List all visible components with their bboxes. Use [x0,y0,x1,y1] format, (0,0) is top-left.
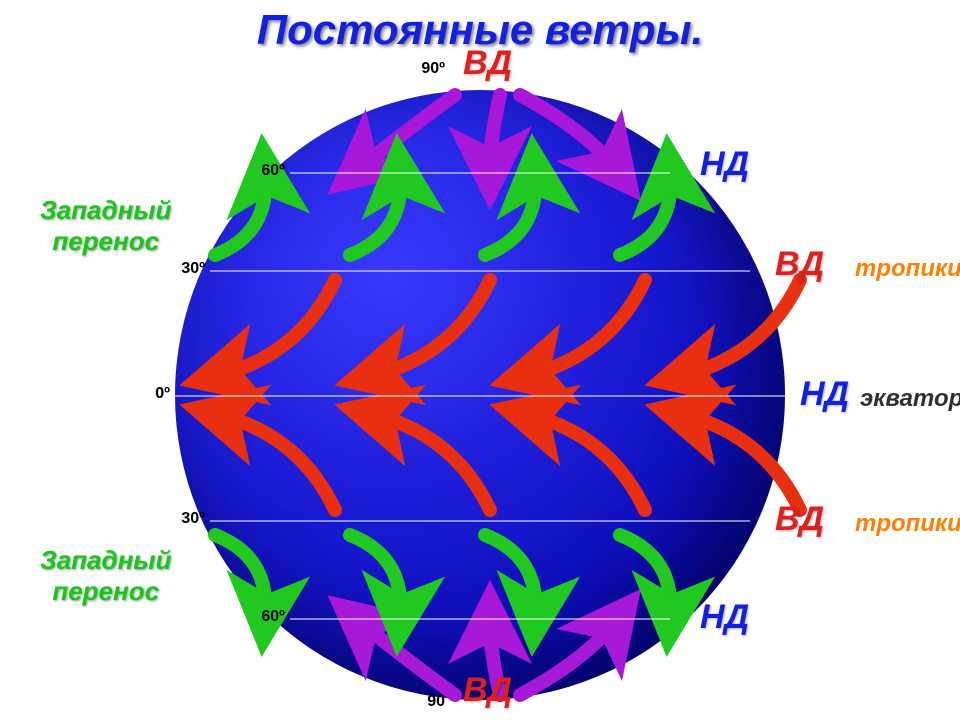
westerlies-line2: перенос [52,576,159,606]
pressure-label: ВД [775,500,824,539]
westerlies-line1: Западный [40,195,171,225]
westerlies-line2: перенос [52,226,159,256]
pressure-label: НД [800,375,849,414]
pressure-label: ВД [463,671,512,710]
degree-label: 90 [405,693,445,711]
zone-label: тропики [855,255,960,283]
pressure-label: НД [700,145,749,184]
westerlies-line1: Западный [40,545,171,575]
latitude-line [290,618,670,620]
degree-label: 30º [165,510,205,528]
latitude-line [290,172,670,174]
latitude-line [210,270,750,272]
westerlies-label: Западныйперенос [40,545,171,607]
pressure-label: ВД [775,245,824,284]
latitude-line [210,520,750,522]
pressure-label: НД [700,598,749,637]
westerlies-label: Западныйперенос [40,195,171,257]
degree-label: 60º [245,162,285,180]
degree-label: 60º [245,608,285,626]
degree-label: 30º [165,260,205,278]
zone-label: экватор [860,385,960,413]
latitude-line [175,395,785,397]
pressure-label: ВД [463,44,512,83]
degree-label: 0º [130,385,170,403]
degree-label: 90º [405,60,445,78]
zone-label: тропики [855,510,960,538]
